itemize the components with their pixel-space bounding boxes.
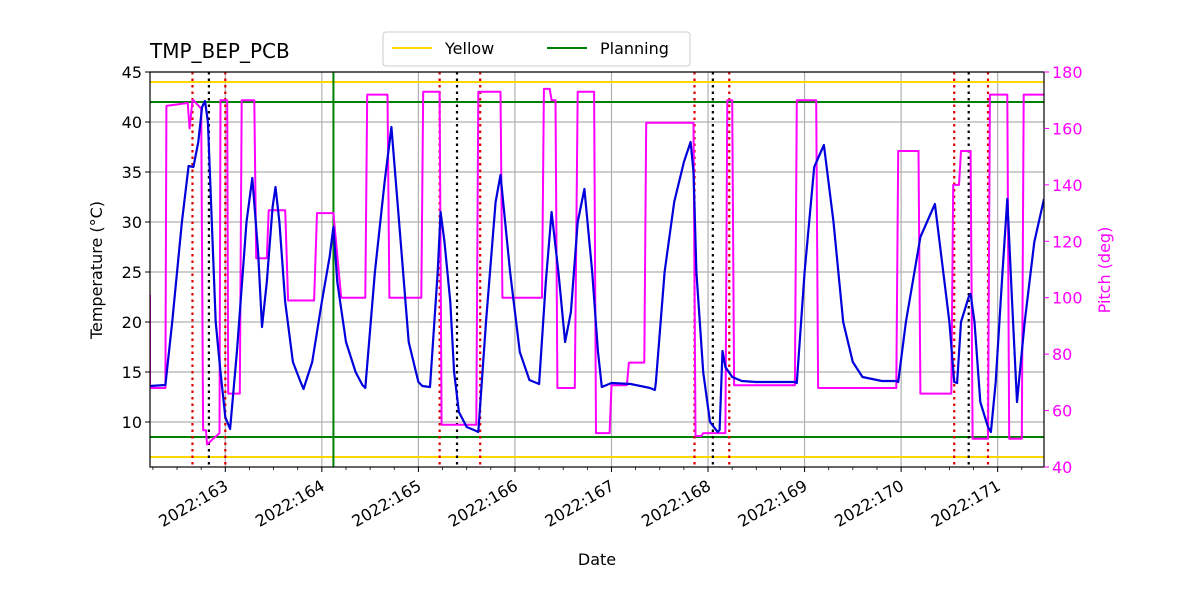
legend: Yellow Planning [382,31,691,67]
y2-tick-label: 40 [1052,458,1072,477]
series-lines [150,87,1044,446]
y2-tick-label: 160 [1052,119,1083,138]
y2-tick-label: 120 [1052,232,1083,251]
legend-yellow-label: Yellow [444,39,494,58]
pitch-series-line [150,87,1044,446]
y-tick-label: 30 [122,213,142,232]
y-tick-label: 25 [122,263,142,282]
y2-axis-label: Pitch (deg) [1095,227,1114,314]
y2-tick-label: 100 [1052,289,1083,308]
y-tick-label: 10 [122,413,142,432]
y2-tick-label: 60 [1052,402,1072,421]
y2-tick-label: 80 [1052,345,1072,364]
y-tick-label: 15 [122,363,142,382]
y2-tick-label: 180 [1052,63,1083,82]
y-tick-label: 20 [122,313,142,332]
x-axis-label: Date [578,550,616,569]
legend-box [382,31,691,67]
chart-title: TMP_BEP_PCB [149,39,290,63]
y-axis-label: Temperature (°C) [87,201,106,340]
y-tick-label: 40 [122,113,142,132]
temperature-series-line [150,99,1044,434]
plot-frame [149,71,1045,468]
grid-lines [150,71,1044,467]
legend-planning-label: Planning [600,39,669,58]
y-tick-label: 35 [122,163,142,182]
y2-tick-label: 140 [1052,176,1083,195]
y-tick-label: 45 [122,63,142,82]
